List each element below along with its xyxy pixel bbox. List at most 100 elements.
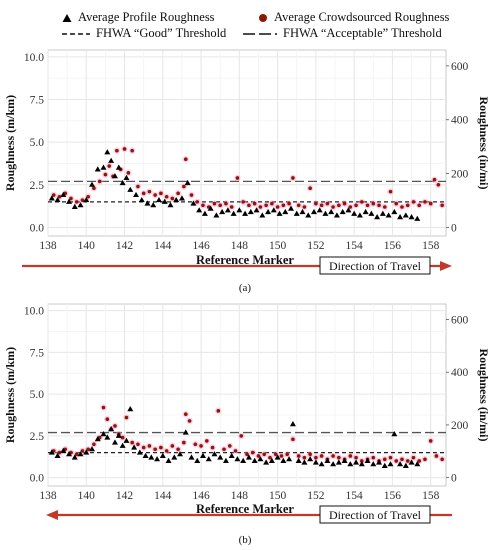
profile-point <box>144 200 151 206</box>
legend-item-good-threshold: FHWA “Good” Threshold <box>62 26 226 40</box>
crowdsourced-point <box>193 442 198 447</box>
crowdsourced-point <box>183 157 188 162</box>
profile-point <box>165 457 172 463</box>
profile-point <box>353 459 360 465</box>
profile-point <box>100 431 107 437</box>
crowdsourced-point <box>115 148 119 153</box>
crowdsourced-point <box>264 203 268 208</box>
profile-point <box>374 214 381 220</box>
crowdsourced-point <box>122 147 127 151</box>
crowdsourced-point <box>354 203 358 208</box>
crowdsourced-point <box>182 184 186 189</box>
profile-point <box>71 203 78 209</box>
x-tick-label: 148 <box>231 240 249 252</box>
crowdsourced-point <box>256 454 261 458</box>
y-right-tick-label: 600 <box>451 315 469 327</box>
profile-point <box>171 454 178 460</box>
panel-caption: (b) <box>239 534 252 546</box>
crowdsourced-point <box>57 450 62 455</box>
profile-point <box>123 174 130 180</box>
profile-point <box>299 208 306 215</box>
y-tick-label: 7.5 <box>30 347 45 359</box>
x-tick-label: 144 <box>154 240 172 252</box>
direction-label-box <box>319 256 431 275</box>
profile-point <box>94 166 101 172</box>
profile-point <box>127 186 134 192</box>
profile-point <box>414 215 421 221</box>
profile-point <box>190 200 197 206</box>
legend-label-profile: Average Profile Roughness <box>78 10 215 24</box>
profile-point <box>341 457 348 463</box>
profile-point <box>385 212 392 218</box>
profile-point <box>138 196 145 203</box>
profile-point <box>263 459 270 465</box>
profile-point <box>228 452 235 458</box>
panel-caption: (a) <box>239 282 252 294</box>
crowdsourced-point <box>348 454 353 458</box>
profile-point <box>307 456 314 462</box>
crowdsourced-point <box>400 205 404 209</box>
profile-point <box>379 210 386 216</box>
y-axis-label: Roughness (m/km) <box>3 347 17 443</box>
profile-point <box>305 212 312 218</box>
y-right-tick-label: 200 <box>451 169 469 181</box>
profile-point <box>282 208 289 215</box>
crowdsourced-point <box>432 177 437 182</box>
crowdsourced-point <box>428 201 433 206</box>
crowdsourced-point <box>124 415 129 420</box>
legend-label-acceptable-threshold: FHWA “Acceptable” Threshold <box>283 26 442 40</box>
x-axis-label: Reference Marker <box>196 502 294 516</box>
profile-point <box>286 456 293 462</box>
crowdsourced-point <box>354 455 358 460</box>
profile-point <box>148 454 155 460</box>
x-tick-label: 148 <box>231 490 249 502</box>
crowdsourced-point <box>97 179 102 184</box>
crowdsourced-point <box>405 203 410 208</box>
profile-point <box>199 452 206 458</box>
y-tick-label: 2.5 <box>30 180 45 192</box>
profile-point <box>104 149 111 155</box>
crowdsourced-point <box>388 455 393 460</box>
profile-point <box>222 457 229 463</box>
crowdsourced-point <box>371 201 376 206</box>
crowdsourced-point <box>417 203 422 208</box>
crowdsourced-point <box>319 454 324 458</box>
profile-point <box>150 202 157 208</box>
crowdsourced-point <box>92 186 96 191</box>
crowdsourced-point <box>411 455 416 460</box>
direction-label-box <box>319 505 431 524</box>
crowdsourced-point <box>440 457 444 462</box>
profile-point <box>77 202 84 208</box>
crowdsourced-point <box>273 452 278 457</box>
profile-point <box>161 198 168 204</box>
profile-point <box>402 462 409 468</box>
profile-point <box>391 208 398 215</box>
crowdsourced-point <box>342 201 347 206</box>
crowdsourced-point <box>224 201 228 206</box>
profile-point <box>115 164 122 170</box>
x-tick-label: 158 <box>422 490 440 502</box>
profile-point <box>89 181 96 187</box>
crowdsourced-point <box>153 193 157 197</box>
profile-point <box>245 454 252 460</box>
profile-point <box>224 207 231 213</box>
y-tick-label: 7.5 <box>30 94 45 106</box>
crowdsourced-point <box>394 459 399 463</box>
y-right-tick-label: 0 <box>451 473 457 485</box>
arrow-right-icon <box>440 261 452 271</box>
y-tick-label: 0.0 <box>30 222 45 234</box>
crowdsourced-point <box>51 193 56 197</box>
y-right-tick-label: 400 <box>451 115 469 127</box>
crowdsourced-point <box>153 447 157 452</box>
crowdsourced-point <box>210 445 215 450</box>
profile-point <box>94 436 101 442</box>
crowdsourced-point <box>319 203 324 208</box>
profile-point <box>257 456 264 462</box>
y-right-tick-label: 200 <box>451 420 469 432</box>
profile-point <box>301 459 308 465</box>
profile-point <box>397 461 404 467</box>
direction-label: Direction of Travel <box>329 259 422 273</box>
profile-point <box>211 451 218 457</box>
x-tick-label: 152 <box>307 490 325 502</box>
